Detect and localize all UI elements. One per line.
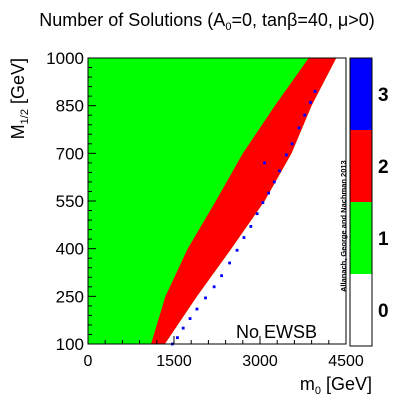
colorbar-label: 0 [378, 301, 389, 322]
blue-solution-points [170, 89, 317, 346]
y-tick-label: 700 [56, 144, 84, 163]
colorbar-label: 2 [378, 157, 389, 178]
blue-point [303, 113, 307, 117]
blue-point [212, 285, 216, 289]
colorbar-segment [350, 274, 372, 346]
colorbar-label: 3 [378, 85, 389, 106]
colorbar-segment [350, 130, 372, 202]
red-point [293, 110, 297, 114]
blue-point [309, 101, 312, 104]
x-axis-ticks: 0 1500 3000 4500 [84, 336, 364, 370]
red-point [298, 113, 302, 117]
x-tick-label: 0 [84, 353, 93, 370]
x-axis-label: m0 [GeV] [300, 374, 372, 397]
red-point [308, 78, 312, 82]
blue-point [228, 261, 232, 265]
credit-text: Allanach, George and Nachman 2013 [339, 160, 348, 292]
blue-point [195, 307, 199, 311]
colorbar-label: 1 [378, 229, 389, 250]
blue-point [188, 317, 192, 320]
red-point [299, 97, 303, 101]
y-axis-ticks: 100 250 400 550 700 850 1000 [46, 49, 96, 354]
blue-point [220, 274, 223, 278]
blue-point [278, 169, 281, 173]
y-tick-label: 1000 [46, 49, 84, 68]
blue-point [242, 236, 246, 239]
x-tick-label: 3000 [242, 353, 278, 370]
chart-title: Number of Solutions (A0=0, tanβ=40, μ>0) [39, 10, 375, 33]
red-point [305, 89, 309, 93]
blue-point [290, 142, 294, 146]
y-tick-label: 250 [56, 287, 84, 306]
blue-point [267, 191, 270, 195]
colorbar-segment [350, 202, 372, 274]
region-two-solutions [151, 58, 337, 344]
blue-point [204, 296, 207, 300]
y-tick-label: 100 [56, 335, 84, 354]
y-tick-label: 850 [56, 97, 84, 116]
blue-point [235, 248, 239, 252]
blue-point [272, 180, 276, 184]
y-tick-label: 400 [56, 240, 84, 259]
blue-point [176, 336, 179, 340]
blue-point [255, 212, 259, 216]
y-tick-label: 550 [56, 192, 84, 211]
plot-area [87, 57, 347, 346]
x-tick-label: 4500 [328, 353, 364, 370]
red-point [312, 70, 316, 74]
blue-point [284, 153, 288, 157]
blue-point [181, 326, 185, 330]
red-point [295, 126, 299, 130]
blue-point [261, 201, 265, 204]
blue-point [313, 89, 317, 93]
y-axis-label: M1/2 [GeV] [8, 58, 31, 139]
red-point [302, 100, 306, 104]
red-point [304, 78, 308, 82]
no-ewsb-annotation: No EWSB [236, 322, 317, 342]
colorbar: 0 1 2 3 [349, 57, 389, 347]
colorbar-segment [350, 58, 372, 130]
colorbar-frame [349, 57, 373, 347]
blue-point [297, 126, 301, 130]
blue-point [263, 161, 266, 165]
x-tick-label: 1500 [156, 353, 192, 370]
red-point [316, 72, 320, 76]
blue-point [249, 225, 253, 228]
red-scatter-points [293, 70, 320, 130]
